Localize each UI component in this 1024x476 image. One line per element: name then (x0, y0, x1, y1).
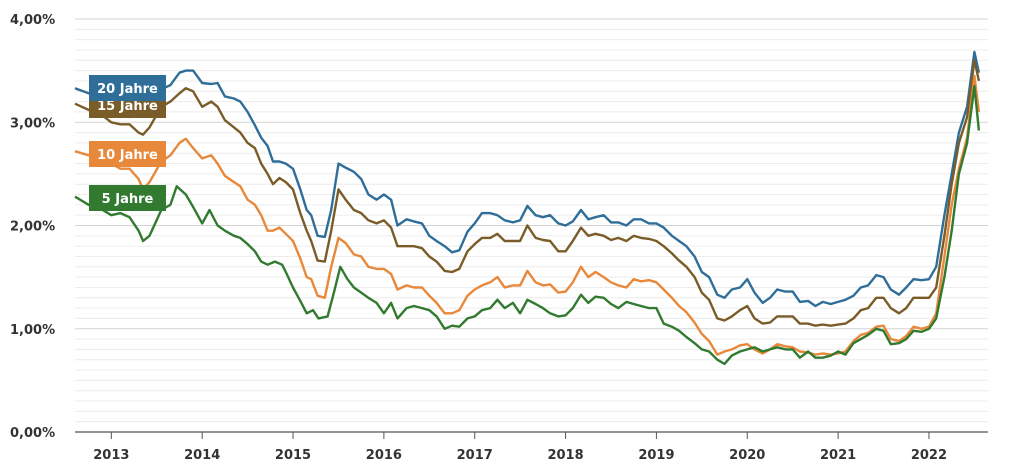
legend-label: 15 Jahre (97, 99, 158, 114)
y-tick-label: 4,00% (10, 13, 55, 28)
x-tick-label: 2015 (275, 448, 311, 463)
y-tick-label: 3,00% (10, 116, 55, 131)
y-tick-label: 1,00% (10, 323, 55, 338)
x-tick-label: 2020 (729, 448, 765, 463)
x-tick-label: 2016 (366, 448, 402, 463)
x-tick-label: 2017 (457, 448, 493, 463)
legend-label: 10 Jahre (97, 148, 158, 163)
series-line-5-jahre (74, 84, 981, 366)
x-tick-label: 2019 (638, 448, 674, 463)
grid (75, 18, 988, 433)
series-lines (74, 50, 981, 366)
legend-item-5-jahre: 5 Jahre (89, 185, 166, 211)
legend-item-10-jahre: 10 Jahre (89, 141, 166, 167)
series-line-15-jahre (74, 59, 981, 327)
legend: 15 Jahre 20 Jahre 10 Jahre 5 Jahre (89, 75, 166, 211)
y-tick-label: 2,00% (10, 220, 55, 235)
axes: 0,00% 1,00% 2,00% 3,00% 4,00% 2013 2014 2015 201… (10, 13, 988, 463)
x-tick-label: 2018 (547, 448, 583, 463)
x-tick-label: 2021 (820, 448, 856, 463)
legend-swatch (89, 185, 166, 211)
series-line-20-jahre (74, 50, 981, 308)
y-tick-label: 0,00% (10, 426, 55, 441)
x-tick-label: 2014 (184, 448, 220, 463)
x-tick-label: 2022 (911, 448, 947, 463)
legend-label: 5 Jahre (102, 192, 154, 207)
legend-swatch (89, 75, 166, 101)
legend-label: 20 Jahre (97, 82, 158, 97)
legend-swatch (89, 141, 166, 167)
legend-item-20-jahre: 20 Jahre (89, 75, 166, 101)
x-tick-label: 2013 (93, 448, 129, 463)
